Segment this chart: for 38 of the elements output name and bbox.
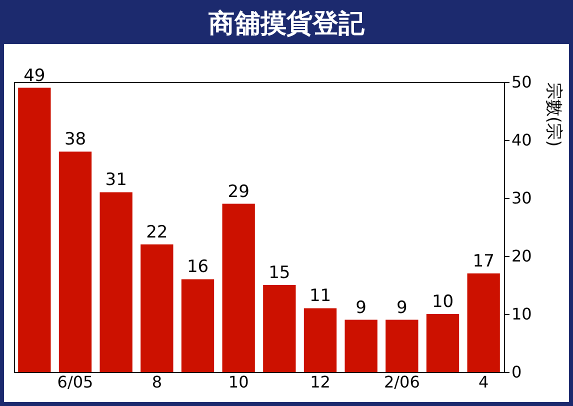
x-tick-label: 12 [310,372,330,392]
x-tick-label: 6/05 [57,372,94,392]
bar [58,152,92,372]
x-tick-label: 4 [478,372,489,392]
y-tick-label: 50 [512,72,532,92]
bar [467,273,500,372]
bar [181,279,214,372]
bar [222,204,255,372]
data-label: 49 [24,66,46,86]
y-tick-label: 20 [512,246,532,266]
x-tick-label: 2/06 [384,372,420,392]
bar [18,88,51,372]
data-label: 22 [146,222,168,242]
bar [263,285,296,372]
x-tick-label: 8 [152,372,162,392]
data-label: 38 [64,130,86,150]
bar [140,244,174,372]
data-label: 9 [356,298,366,318]
bar [344,320,378,372]
data-label: 11 [309,286,332,306]
data-label: 16 [186,257,209,278]
data-label: 29 [228,182,250,202]
y-axis-title: 宗數(宗) [544,82,564,147]
data-label: 15 [268,263,290,283]
bar [100,192,132,372]
chart-title: 商舖摸貨登記 [4,4,569,44]
bar [304,308,337,372]
bar [386,320,418,372]
bar [426,314,460,372]
data-label: 31 [105,170,127,190]
y-tick-label: 10 [512,304,532,324]
data-label: 10 [432,292,454,312]
y-tick-label: 40 [512,130,532,150]
x-tick-label: 10 [228,372,249,392]
y-tick-label: 0 [512,362,522,382]
data-label: 17 [472,251,494,272]
y-tick-label: 30 [512,188,532,208]
data-label: 9 [396,298,408,318]
